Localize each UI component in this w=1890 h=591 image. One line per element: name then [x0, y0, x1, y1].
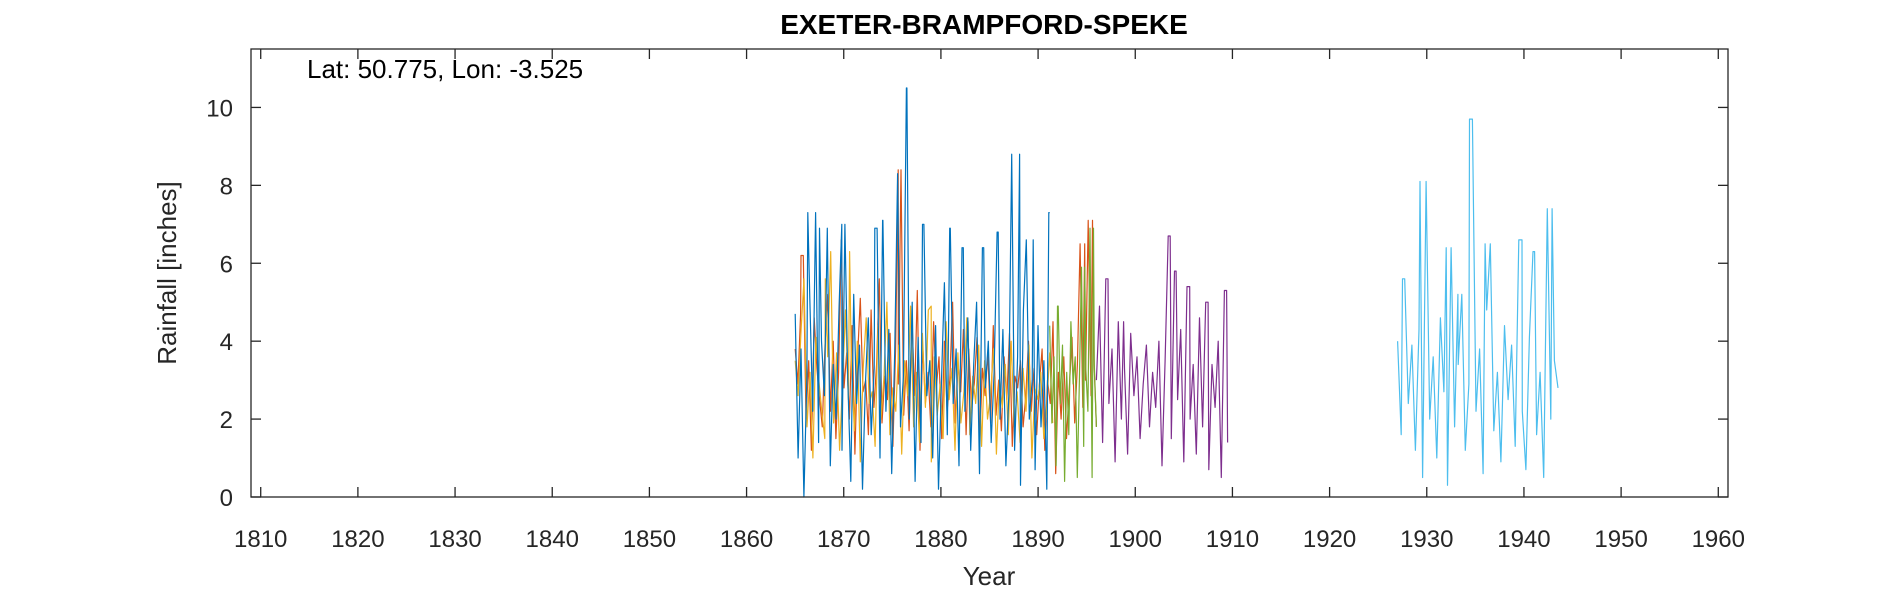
series-line-6	[1397, 118, 1559, 486]
x-tick-label: 1880	[914, 526, 967, 553]
series-layer	[794, 87, 1559, 498]
x-tick-label: 1920	[1303, 526, 1356, 553]
y-tick-label: 4	[220, 329, 233, 356]
x-tick-label: 1870	[817, 526, 870, 553]
tick-layer: 1810 1820 1830 1840 1850 1860 1870 1880 1890 1900…	[206, 49, 1745, 553]
x-tick-label: 1810	[234, 526, 287, 553]
chart-title: EXETER-BRAMPFORD-SPEKE	[780, 9, 1188, 40]
x-tick-label: 1860	[720, 526, 773, 553]
x-tick-label: 1840	[526, 526, 579, 553]
x-tick-label: 1820	[331, 526, 384, 553]
x-tick-label: 1830	[428, 526, 481, 553]
y-tick-label: 6	[220, 251, 233, 278]
x-tick-label: 1900	[1109, 526, 1162, 553]
x-tick-label: 1890	[1011, 526, 1064, 553]
x-tick-label: 1910	[1206, 526, 1259, 553]
x-tick-label: 1960	[1692, 526, 1745, 553]
x-tick-label: 1950	[1594, 526, 1647, 553]
series-line-5	[1095, 235, 1229, 479]
x-tick-label: 1930	[1400, 526, 1453, 553]
y-tick-label: 8	[220, 173, 233, 200]
plot-area-box	[250, 48, 1729, 498]
series-line-3	[794, 87, 1050, 498]
location-annotation: Lat: 50.775, Lon: -3.525	[307, 54, 583, 84]
x-axis-label: Year	[963, 561, 1016, 591]
y-tick-label: 0	[220, 485, 233, 512]
y-tick-label: 2	[220, 407, 233, 434]
y-tick-label: 10	[206, 95, 233, 122]
y-axis-label: Rainfall [inches]	[152, 181, 182, 365]
x-tick-label: 1940	[1497, 526, 1550, 553]
series-line-4	[1049, 227, 1097, 482]
x-tick-label: 1850	[623, 526, 676, 553]
